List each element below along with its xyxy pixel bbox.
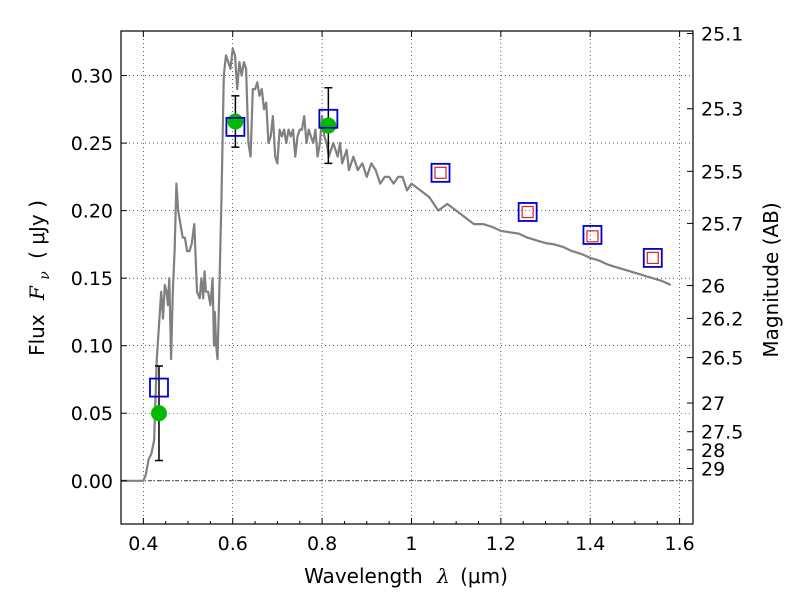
grid-lines <box>121 31 693 524</box>
y-tick-label: 0.15 <box>71 268 113 290</box>
model-photometry-box <box>642 248 663 268</box>
sed-model-line <box>121 47 672 482</box>
y-axis-ticks: 0.00 0.05 0.10 0.15 0.20 0.25 0.30 <box>71 66 127 493</box>
x-tick-label: 1.6 <box>664 533 694 555</box>
y2-axis-title: Magnitude (AB) <box>759 202 783 357</box>
model-photometry-box <box>318 108 339 129</box>
x-axis-ticks: 0.4 0.6 0.8 1 1.2 1.4 1.6 <box>120 31 695 555</box>
y-tick-label: 0.25 <box>71 133 113 155</box>
y-axis-title: Flux F ν ( μJy ) <box>25 200 54 356</box>
observed-points <box>150 113 337 422</box>
x-axis-symbol: λ <box>436 564 450 588</box>
x-tick-label: 0.4 <box>128 533 158 555</box>
y-axis-unit: ( μJy ) <box>25 200 49 259</box>
predicted-boxes <box>434 166 659 265</box>
y2-tick-label: 28 <box>701 440 725 462</box>
y2-tick-label: 26.2 <box>701 308 743 330</box>
y-tick-label: 0.00 <box>71 471 113 493</box>
x-tick-label: 1 <box>405 533 417 555</box>
predicted-box <box>434 166 447 179</box>
observed-point <box>227 113 244 130</box>
x-tick-label: 1.2 <box>486 533 516 555</box>
y2-tick-label: 29 <box>701 458 725 480</box>
y-tick-label: 0.20 <box>71 201 113 223</box>
y2-tick-label: 25.3 <box>701 99 743 121</box>
x-tick-label: 1.4 <box>575 533 605 555</box>
y2-tick-label: 26.5 <box>701 348 743 370</box>
observed-point <box>150 405 167 422</box>
x-tick-label: 0.6 <box>218 533 248 555</box>
model-photometry-box <box>225 116 246 137</box>
x-axis-label-text: Wavelength <box>304 564 423 588</box>
x-axis-title: Wavelength λ (μm) <box>304 564 508 588</box>
y-tick-label: 0.05 <box>71 403 113 425</box>
y2-tick-label: 27 <box>701 393 725 415</box>
plot-frame <box>120 30 694 525</box>
y-axis-subscript: ν <box>37 271 53 280</box>
model-photometry-box <box>517 202 538 222</box>
x-axis-unit: (μm) <box>460 564 508 588</box>
y-tick-label: 0.30 <box>71 66 113 88</box>
y2-tick-label: 25.1 <box>701 23 743 45</box>
observed-point <box>320 117 337 134</box>
y2-tick-label: 25.5 <box>701 161 743 183</box>
predicted-box <box>586 230 599 243</box>
y-axis-symbol: F <box>25 285 49 301</box>
y2-tick-label: 26 <box>701 276 725 298</box>
y2-tick-label: 27.5 <box>701 422 743 444</box>
model-photometry-box <box>430 162 451 183</box>
x-tick-label: 0.8 <box>307 533 337 555</box>
predicted-box <box>646 251 659 265</box>
model-photometry-box <box>149 377 169 398</box>
predicted-box <box>521 205 534 219</box>
y-tick-label: 0.10 <box>71 336 113 358</box>
y-axis-label-text: Flux <box>25 314 49 356</box>
y2-tick-label: 25.7 <box>701 213 743 235</box>
model-photometry-box <box>582 225 603 245</box>
model-photometry-boxes <box>149 108 663 398</box>
